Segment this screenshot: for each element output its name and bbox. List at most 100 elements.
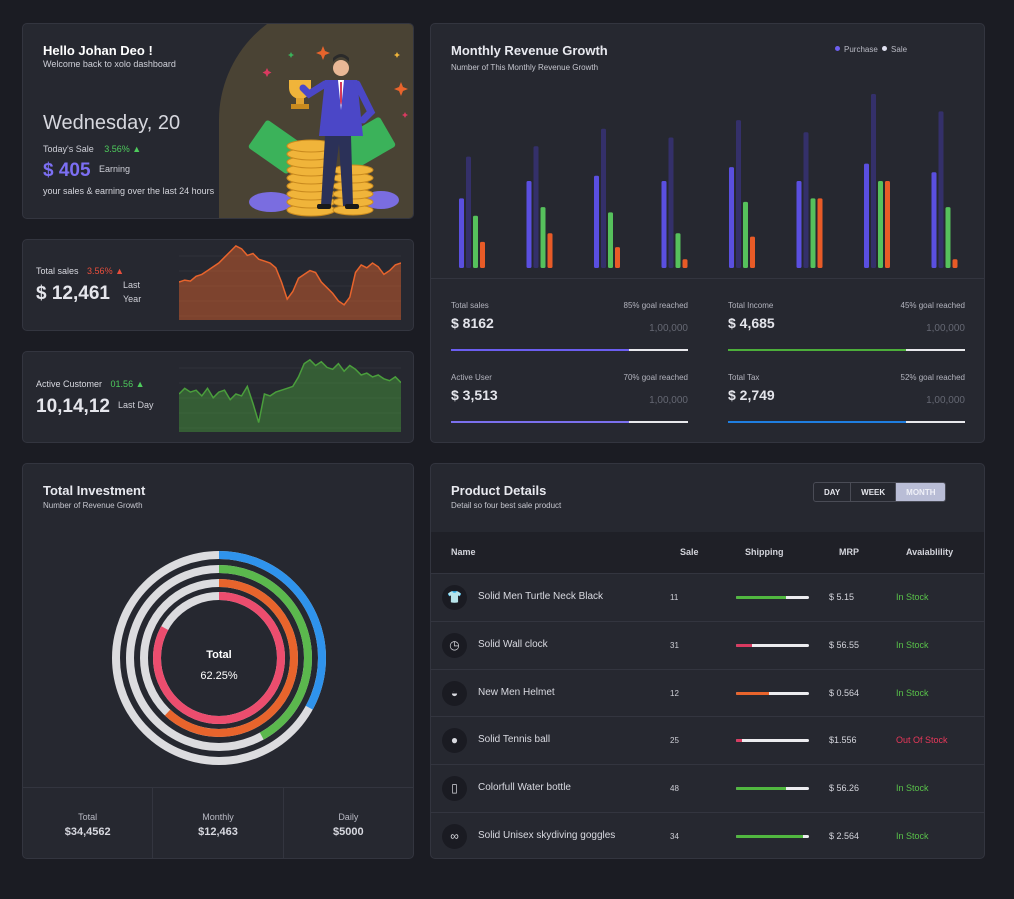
availability-status: In Stock: [896, 687, 929, 698]
products-table-header: Name Sale Shipping MRP Avaiablility: [431, 532, 984, 574]
products-title: Product Details: [451, 483, 547, 498]
product-details-card: Product Details Detail so four best sale…: [430, 463, 985, 859]
welcome-card: Hello Johan Deo ! Welcome back to xolo d…: [22, 23, 414, 219]
column-header-name[interactable]: Name: [451, 547, 476, 557]
bar-sale: [743, 201, 748, 268]
businessman-figure: [299, 54, 376, 209]
column-header-shipping[interactable]: Shipping: [745, 547, 784, 557]
legend-sale: Sale: [891, 45, 908, 54]
todays-sale-label: Today's Sale: [43, 144, 94, 154]
column-header-availability[interactable]: Avaiablility: [906, 547, 954, 557]
active-customer-period: Last Day: [118, 400, 154, 410]
metric-progress-fill: [451, 349, 629, 351]
bar-return: [952, 259, 958, 268]
bar-purchase-total: [466, 156, 471, 268]
table-row[interactable]: ∞ Solid Unisex skydiving goggles 34 $ 2.564…: [431, 812, 984, 858]
earning: $ 405 Earning: [43, 160, 130, 182]
shipping-progress: [736, 739, 809, 743]
product-name[interactable]: Solid Unisex skydiving goggles: [478, 830, 616, 841]
metric-progress-track: [728, 349, 965, 351]
product-mrp: $ 0.564: [829, 687, 860, 698]
product-name[interactable]: Solid Wall clock: [478, 638, 548, 650]
todays-sale-pct: 3.56% ▲: [104, 144, 142, 154]
table-row[interactable]: ◒ New Men Helmet 12 $ 0.564 In Stock: [431, 668, 984, 717]
product-name[interactable]: Colorfull Water bottle: [478, 782, 571, 794]
monthly-revenue-card: Monthly Revenue Growth Number of This Mo…: [430, 23, 985, 443]
bar-purchase: [931, 172, 937, 268]
total-sales-sparkline: [179, 244, 401, 320]
metric-value: $ 3,513: [451, 387, 498, 403]
bar-sale: [675, 233, 681, 268]
bar-return: [615, 247, 620, 268]
active-customer-label-row: Active Customer 01.56 ▲: [36, 379, 144, 389]
metric-total-sales: Total sales 85% goal reached $ 8162 1,00…: [451, 301, 688, 367]
investment-monthly: Monthly $12,463: [153, 788, 284, 858]
product-mrp: $ 56.55: [829, 639, 860, 650]
earning-label: Earning: [99, 164, 131, 174]
sales-sparkline-line: [179, 244, 401, 306]
metric-goal: 45% goal reached: [900, 301, 966, 310]
bar-purchase-total: [601, 128, 606, 268]
shipping-progress-fill: [736, 691, 769, 695]
metric-target: 1,00,000: [926, 395, 965, 406]
bar-purchase: [594, 175, 599, 268]
product-sale: 34: [670, 832, 679, 841]
revenue-divider: [431, 278, 984, 279]
range-month-button[interactable]: MONTH: [896, 483, 946, 501]
investment-total-value: $34,4562: [64, 826, 111, 838]
customer-sparkline-line: [179, 358, 401, 423]
product-name[interactable]: New Men Helmet: [478, 686, 555, 698]
active-customer-label: Active Customer: [36, 379, 103, 389]
metric-progress-fill: [728, 421, 906, 423]
legend-dot-sale: [882, 46, 888, 51]
radial-arc: [153, 592, 285, 724]
table-row[interactable]: ● Solid Tennis ball 25 $1.556 Out Of Stock: [431, 716, 984, 764]
total-sales-period-line2: Year: [123, 294, 142, 304]
shipping-progress-fill: [736, 835, 804, 838]
product-sale: 31: [670, 640, 679, 650]
column-header-sale[interactable]: Sale: [680, 547, 699, 557]
investment-total: Total $34,4562: [23, 788, 154, 858]
product-name[interactable]: Solid Men Turtle Neck Black: [478, 591, 604, 602]
radial-arc: [112, 551, 326, 765]
bar-return: [547, 233, 553, 268]
bar-purchase: [661, 181, 667, 268]
legend-dot-purchase: [835, 46, 840, 51]
product-mrp: $ 56.26: [829, 783, 860, 794]
shipping-progress: [736, 596, 809, 599]
radial-center-value: 62.25%: [200, 670, 238, 682]
shipping-progress-fill: [736, 739, 742, 743]
investment-subtitle: Number of Revenue Growth: [43, 501, 143, 510]
sales-sparkline-area: [179, 245, 401, 320]
product-name[interactable]: Solid Tennis ball: [478, 734, 551, 746]
availability-status: Out Of Stock: [896, 735, 948, 746]
range-week-button[interactable]: WEEK: [851, 483, 897, 501]
sparkle-icons: [262, 46, 408, 118]
metric-progress-fill: [728, 349, 906, 351]
metric-goal: 70% goal reached: [623, 373, 689, 382]
todays-sale: Today's Sale 3.56% ▲: [43, 144, 141, 154]
bar-purchase: [796, 181, 802, 268]
welcome-day: Wednesday, 20: [43, 112, 181, 134]
metric-progress-track: [728, 421, 965, 423]
table-row[interactable]: ▯ Colorfull Water bottle 48 $ 56.26 In Stock: [431, 764, 984, 812]
bar-return: [682, 259, 688, 268]
table-row[interactable]: 👕 Solid Men Turtle Neck Black 11 $ 5.15 In S…: [431, 573, 984, 621]
table-row[interactable]: ◷ Solid Wall clock 31 $ 56.55 In Stock: [431, 620, 984, 669]
range-day-button[interactable]: DAY: [814, 483, 852, 501]
bar-return: [480, 241, 485, 268]
bar-sale: [945, 207, 951, 268]
column-header-mrp[interactable]: MRP: [839, 547, 859, 557]
active-customer-value: 10,14,12: [36, 396, 110, 417]
tshirt-icon: 👕: [442, 585, 467, 610]
radial-arc: [126, 565, 312, 751]
metric-total-income: Total Income 45% goal reached $ 4,685 1,…: [728, 301, 965, 367]
metric-goal: 85% goal reached: [623, 301, 689, 310]
revenue-title: Monthly Revenue Growth: [451, 43, 608, 58]
availability-status: In Stock: [896, 592, 929, 602]
shipping-progress-fill: [736, 596, 786, 599]
bar-return: [750, 236, 755, 268]
bar-purchase-total: [736, 120, 741, 268]
range-toggle: DAY WEEK MONTH: [813, 482, 947, 502]
shipping-progress: [736, 787, 809, 791]
